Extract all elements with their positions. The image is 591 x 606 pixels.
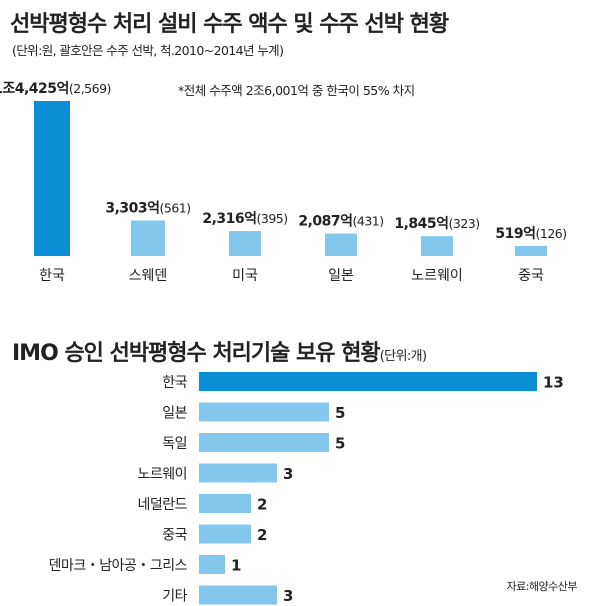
chart2-bar [199, 494, 251, 513]
chart2-bar [199, 402, 329, 422]
chart2-value-label: 2 [257, 526, 267, 544]
chart1-ship-count: (561) [160, 201, 191, 216]
chart2-category-label: 네덜란드 [137, 497, 187, 513]
chart1-bar [34, 101, 70, 256]
chart2-bar [199, 463, 277, 483]
chart2-value-label: 5 [335, 404, 345, 422]
chart2-category-label: 일본 [162, 406, 187, 422]
chart2-bar [199, 585, 277, 605]
chart2-value-label: 1 [231, 557, 241, 575]
chart1-category-label: 스웨덴 [129, 268, 168, 284]
chart2-title: IMO 승인 선박평형수 처리기술 보유 현황(단위:개) [12, 335, 427, 367]
chart1-value-label: 1조4,425억(2,569) [0, 81, 111, 97]
chart1-value: 1조4,425억 [0, 81, 69, 97]
chart1-bar [325, 233, 357, 256]
chart2-value-label: 3 [283, 465, 293, 483]
chart1-ship-count: (323) [449, 216, 480, 231]
chart1-bar [229, 231, 261, 256]
chart2-category-label: 한국 [162, 375, 187, 391]
chart1-value-label: 2,087억(431) [298, 214, 383, 230]
chart1-ship-count: (395) [257, 211, 288, 226]
chart2-value-label: 13 [543, 374, 564, 392]
chart1-value-label: 2,316억(395) [202, 211, 287, 227]
chart1-subtitle: (단위:원, 괄호안은 수주 선박, 척.2010~2014년 누계) [12, 43, 284, 58]
chart2-bar [199, 524, 251, 544]
chart1-category-label: 한국 [39, 268, 65, 284]
chart1-bar [515, 246, 547, 256]
chart1-value: 2,087억 [298, 214, 352, 230]
chart2-category-label: 덴마크・남아공・그리스 [49, 558, 188, 574]
chart1-value-label: 519억(126) [495, 226, 566, 242]
chart2-bar [199, 433, 329, 452]
chart2-title-text: IMO 승인 선박평형수 처리기술 보유 현황 [12, 341, 381, 366]
chart2-bar [199, 372, 537, 391]
chart1-bar [421, 236, 453, 256]
chart2-value-label: 5 [335, 435, 345, 453]
chart2-category-label: 중국 [162, 528, 187, 544]
chart1-value-label: 1,845억(323) [394, 216, 479, 232]
chart1-ship-count: (126) [535, 226, 566, 241]
chart2-category-label: 독일 [162, 436, 187, 452]
chart1-value: 2,316억 [202, 211, 256, 227]
chart1-value: 3,303억 [105, 201, 159, 217]
chart1-value: 1,845억 [394, 216, 448, 232]
chart1-category-label: 노르웨이 [411, 268, 463, 284]
chart1-category-label: 중국 [518, 268, 544, 284]
chart1-vertical-bar: *전체 수주액 2조6,001억 중 한국이 55% 차지 1조4,425억(2,… [0, 81, 567, 284]
chart1-category-label: 미국 [232, 268, 258, 284]
chart2-value-label: 2 [257, 496, 267, 514]
chart2-bar [199, 555, 225, 574]
chart1-value: 519억 [495, 226, 535, 242]
chart2-unit: (단위:개) [379, 349, 427, 364]
chart1-annotation: *전체 수주액 2조6,001억 중 한국이 55% 차지 [178, 83, 415, 98]
chart1-title: 선박평형수 처리 설비 수주 액수 및 수주 선박 현황 [10, 12, 449, 37]
chart1-value-label: 3,303억(561) [105, 201, 190, 217]
chart2-category-label: 노르웨이 [137, 467, 187, 483]
chart2-value-label: 3 [283, 587, 293, 605]
chart1-bar [131, 220, 165, 256]
chart2-category-label: 기타 [162, 589, 187, 605]
source-note: 자료:해양수산부 [506, 580, 577, 593]
chart1-ship-count: (2,569) [69, 81, 111, 96]
chart1-category-label: 일본 [328, 268, 354, 284]
chart1-ship-count: (431) [353, 214, 384, 229]
